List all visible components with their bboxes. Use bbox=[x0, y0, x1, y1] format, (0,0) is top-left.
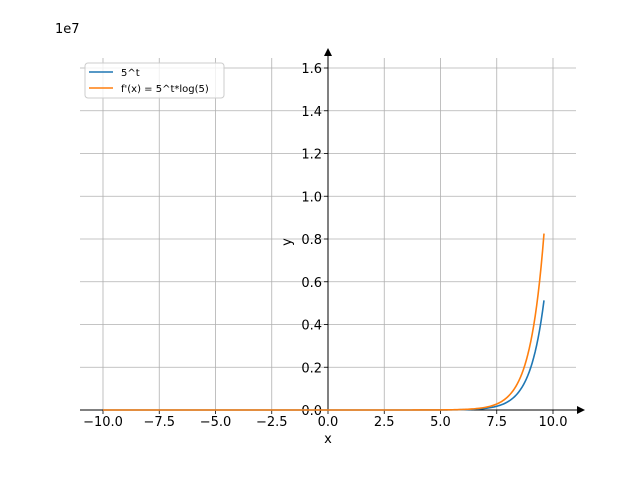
legend-label-5-pow-t: 5^t bbox=[121, 68, 140, 79]
x-tick-label: 0.0 bbox=[318, 415, 339, 430]
y-tick-label: 0.0 bbox=[301, 404, 322, 419]
legend-box bbox=[84, 62, 225, 99]
ticks: −10.0 −7.5 −5.0 −2.5 0.0 2.5 5.0 7.5 10.0 0.0 0.2 0… bbox=[83, 62, 567, 430]
x-tick-label: −5.0 bbox=[200, 415, 232, 430]
legend-label-derivative: f'(x) = 5^t*log(5) bbox=[121, 84, 209, 95]
y-tick-label: 0.8 bbox=[301, 233, 322, 248]
y-tick-label: 1.2 bbox=[301, 148, 322, 163]
y-tick-label: 1.4 bbox=[301, 105, 322, 120]
x-tick-label: −7.5 bbox=[143, 415, 175, 430]
y-axis-label: y bbox=[280, 238, 295, 246]
y-tick-label: 0.2 bbox=[301, 361, 322, 376]
series-line-5-pow-t bbox=[103, 300, 545, 411]
y-tick-label: 1.6 bbox=[301, 62, 322, 77]
x-tick-label: 2.5 bbox=[374, 415, 395, 430]
axes bbox=[80, 48, 585, 414]
y-tick-label: 0.4 bbox=[301, 319, 322, 334]
x-tick-label: 10.0 bbox=[539, 415, 568, 430]
legend: 5^t f'(x) = 5^t*log(5) bbox=[84, 62, 225, 99]
x-tick-label: −2.5 bbox=[256, 415, 288, 430]
x-axis-label: x bbox=[324, 432, 332, 447]
y-axis-arrow bbox=[324, 48, 332, 56]
y-tick-label: 0.6 bbox=[301, 276, 322, 291]
x-tick-label: 5.0 bbox=[430, 415, 451, 430]
x-tick-label: −10.0 bbox=[83, 415, 123, 430]
series bbox=[103, 233, 545, 411]
series-line-derivative bbox=[103, 233, 545, 411]
x-axis-arrow bbox=[577, 406, 585, 414]
scale-label: 1e7 bbox=[55, 22, 80, 37]
y-tick-label: 1.0 bbox=[301, 190, 322, 205]
x-tick-label: 7.5 bbox=[486, 415, 507, 430]
